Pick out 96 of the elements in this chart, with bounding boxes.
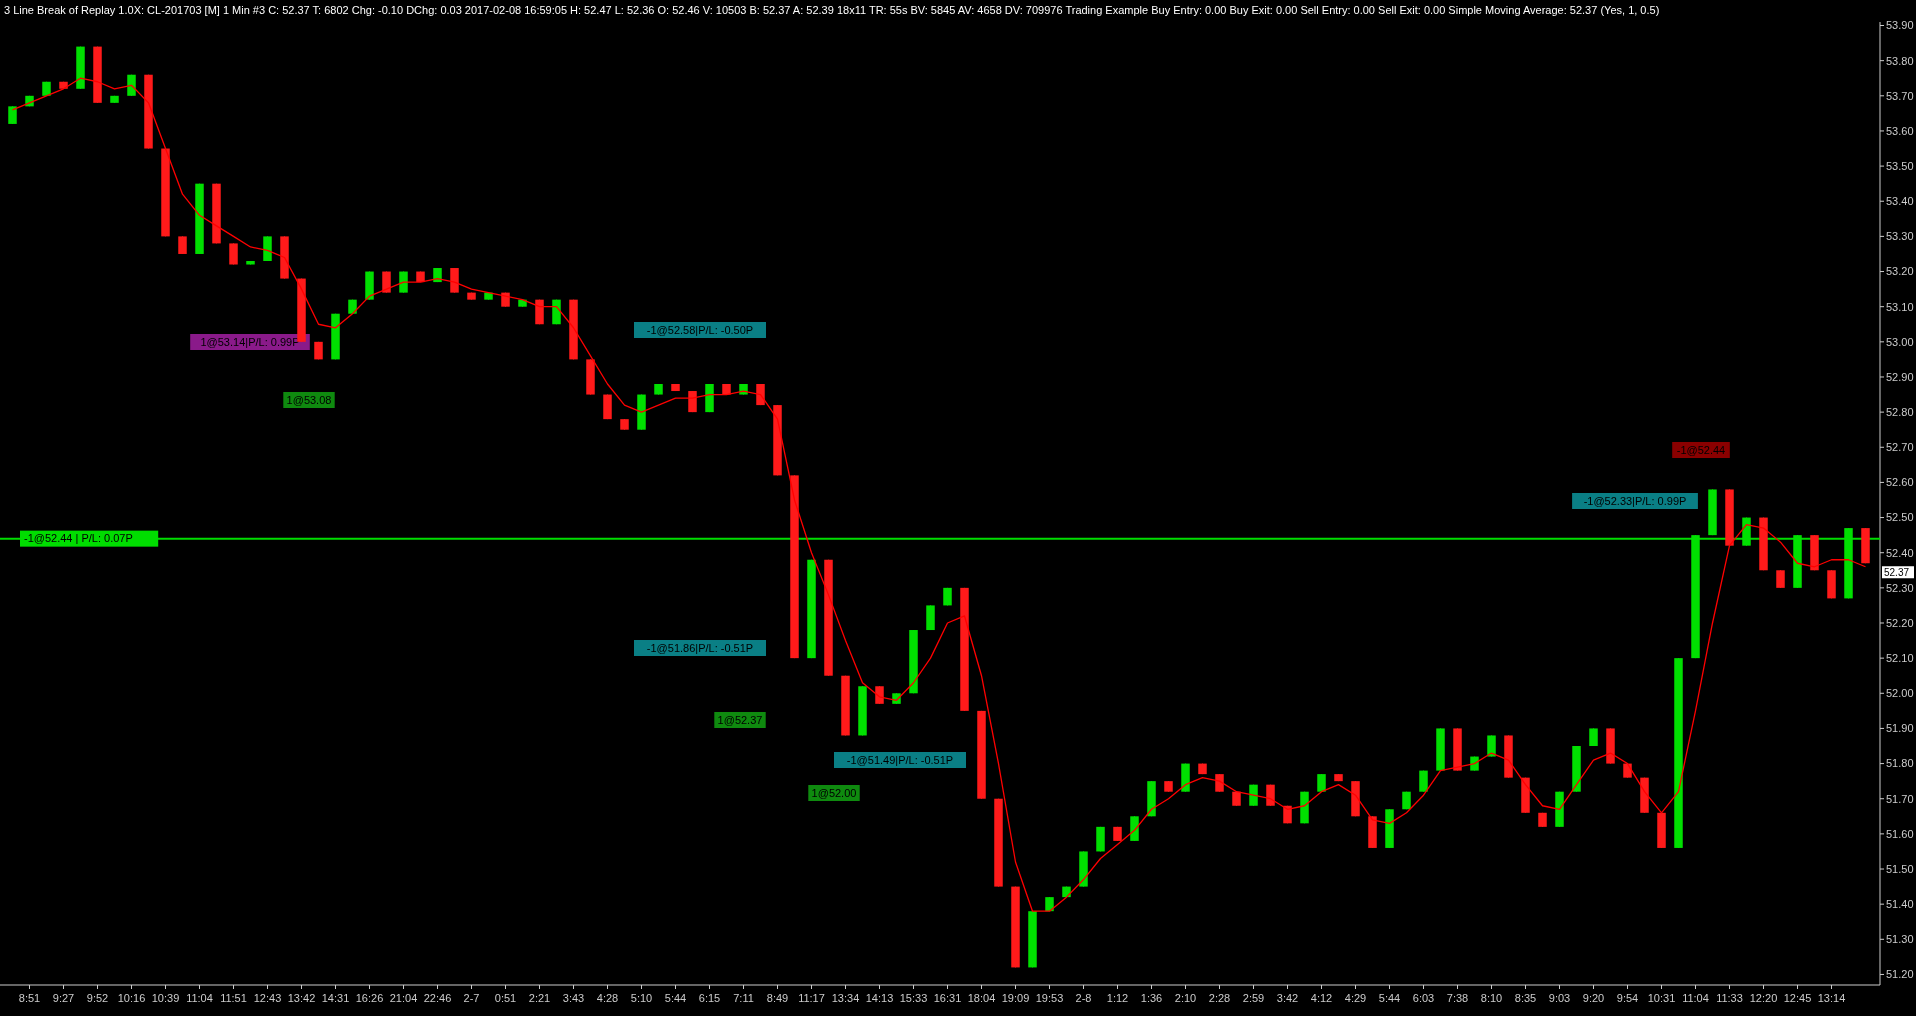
x-tick-label: 18:04 xyxy=(967,992,996,1004)
x-tick-label: 19:09 xyxy=(1001,992,1030,1004)
x-tick-label: 9:03 xyxy=(1548,992,1571,1004)
x-tick-label: 4:12 xyxy=(1310,992,1333,1004)
y-tick-label: 53.50 xyxy=(1886,159,1914,172)
x-tick-label: 12:43 xyxy=(253,992,282,1004)
x-tick-label: 11:51 xyxy=(220,992,247,1004)
x-tick-label: 2:28 xyxy=(1208,992,1231,1004)
x-tick-label: 2:59 xyxy=(1242,992,1265,1004)
x-tick-label: 9:20 xyxy=(1582,992,1605,1004)
x-tick-label: 1:12 xyxy=(1106,992,1129,1004)
x-tick-label: 11:04 xyxy=(1682,992,1709,1004)
x-tick-label: 14:13 xyxy=(865,992,894,1004)
x-tick-label: 8:35 xyxy=(1514,992,1537,1004)
x-tick-label: 8:51 xyxy=(18,992,41,1004)
y-tick-label: 53.00 xyxy=(1886,335,1914,348)
x-tick-label: 11:17 xyxy=(798,992,825,1004)
y-tick-label: 51.80 xyxy=(1886,757,1914,770)
annotation: -1@51.49|P/L: -0.51P xyxy=(846,753,954,766)
x-tick-label: 19:53 xyxy=(1035,992,1064,1004)
y-tick-label: 52.90 xyxy=(1886,370,1914,383)
x-tick-label: 2:10 xyxy=(1174,992,1197,1004)
x-tick-label: 7:38 xyxy=(1446,992,1469,1004)
annotation: 1@53.08 xyxy=(286,393,332,406)
x-tick-label: 6:15 xyxy=(698,992,721,1004)
candlestick xyxy=(229,242,238,266)
y-tick-label: 51.20 xyxy=(1886,968,1914,981)
y-tick-label: 52.30 xyxy=(1886,581,1914,594)
annotation: 1@52.37 xyxy=(717,713,763,726)
x-tick-label: 21:04 xyxy=(389,992,418,1004)
x-tick-label: 10:39 xyxy=(151,992,180,1004)
y-tick-label: 53.40 xyxy=(1886,195,1914,208)
y-tick-label: 52.70 xyxy=(1886,441,1914,454)
annotation: -1@52.33|P/L: 0.99P xyxy=(1583,494,1687,507)
y-tick-label: 51.30 xyxy=(1886,933,1914,946)
x-tick-label: 3:42 xyxy=(1276,992,1299,1004)
x-tick-label: 13:14 xyxy=(1817,992,1846,1004)
x-tick-label: 9:52 xyxy=(86,992,109,1004)
x-tick-label: 5:10 xyxy=(630,992,653,1004)
y-tick-label: 52.10 xyxy=(1886,651,1914,664)
line-series xyxy=(11,77,1867,912)
x-tick-label: 11:04 xyxy=(186,992,213,1004)
x-tick-label: 12:20 xyxy=(1749,992,1778,1004)
x-tick-label: 2-8 xyxy=(1075,992,1092,1004)
ref-line-label: -1@52.44 | P/L: 0.07P xyxy=(24,532,133,545)
y-tick-label: 51.70 xyxy=(1886,792,1914,805)
text: 52.37 xyxy=(1884,566,1910,578)
y-tick-label: 52.80 xyxy=(1886,405,1914,418)
y-tick-label: 53.10 xyxy=(1886,300,1914,313)
x-tick-label: 8:49 xyxy=(766,992,789,1004)
y-tick-label: 52.60 xyxy=(1886,476,1914,489)
y-tick-label: 51.50 xyxy=(1886,862,1914,875)
y-tick-label: 53.30 xyxy=(1886,230,1914,243)
x-tick-label: 9:54 xyxy=(1616,992,1639,1004)
y-tick-label: 51.60 xyxy=(1886,827,1914,840)
x-tick-label: 4:28 xyxy=(596,992,619,1004)
x-tick-label: 14:31 xyxy=(321,992,350,1004)
annotation: -1@52.44 xyxy=(1676,443,1726,456)
annotation: 1@53.14|P/L: 0.99P xyxy=(200,335,300,348)
y-tick-label: 52.20 xyxy=(1886,616,1914,629)
y-tick-label: 51.90 xyxy=(1886,722,1914,735)
annotation: -1@51.86|P/L: -0.51P xyxy=(646,641,754,654)
x-tick-label: 4:29 xyxy=(1344,992,1367,1004)
x-tick-label: 15:33 xyxy=(899,992,928,1004)
x-tick-label: 12:45 xyxy=(1783,992,1812,1004)
y-tick-label: 53.90 xyxy=(1886,19,1914,32)
y-tick-label: 53.20 xyxy=(1886,265,1914,278)
x-tick-label: 2-7 xyxy=(463,992,480,1004)
y-tick-label: 52.40 xyxy=(1886,546,1914,559)
x-tick-label: 8:10 xyxy=(1480,992,1503,1004)
y-tick-label: 51.40 xyxy=(1886,898,1914,911)
x-tick-label: 10:31 xyxy=(1647,992,1676,1004)
y-tick-label: 53.60 xyxy=(1886,124,1914,137)
chart-title: 3 Line Break of Replay 1.0X: CL-201703 [M] 1 Min #3 C: 52.37 T: 6802 Chg: -0.10 DChg: 0.03 2017-02-08 16:59:05 H: 52.47 L: 52.36 O: 52.46 V: 10503 B: 52.37 A: 52.39 18x11 TR: 55s BV: 5845 AV: 4658 DV: 709976 Trading Example Buy Entry: 0.00 Buy Exit: 0.00 Sell Entry: 0.00 Sell Exit: 0.00 Simple Moving Average: 52.37 (Yes, 1, 0.5) xyxy=(4,4,1660,16)
x-tick-label: 2:21 xyxy=(528,992,551,1004)
x-tick-label: 6:03 xyxy=(1412,992,1435,1004)
x-tick-label: 13:34 xyxy=(831,992,860,1004)
annotation: -1@52.58|P/L: -0.50P xyxy=(646,323,754,336)
annotation: 1@52.00 xyxy=(811,786,857,799)
x-tick-label: 3:43 xyxy=(562,992,585,1004)
x-tick-label: 1:36 xyxy=(1140,992,1163,1004)
x-tick-label: 10:16 xyxy=(117,992,146,1004)
x-tick-label: 5:44 xyxy=(664,992,687,1004)
x-tick-label: 22:46 xyxy=(423,992,452,1004)
x-tick-label: 13:42 xyxy=(287,992,316,1004)
x-tick-label: 5:44 xyxy=(1378,992,1401,1004)
x-tick-label: 11:33 xyxy=(1716,992,1743,1004)
x-tick-label: 9:27 xyxy=(52,992,75,1004)
x-tick-label: 16:31 xyxy=(933,992,962,1004)
y-tick-label: 52.00 xyxy=(1886,687,1914,700)
y-tick-label: 53.70 xyxy=(1886,89,1914,102)
y-tick-label: 52.50 xyxy=(1886,511,1914,524)
y-tick-label: 53.80 xyxy=(1886,54,1914,67)
x-tick-label: 16:26 xyxy=(355,992,384,1004)
x-tick-label: 7:11 xyxy=(733,992,754,1004)
x-tick-label: 0:51 xyxy=(494,992,517,1004)
